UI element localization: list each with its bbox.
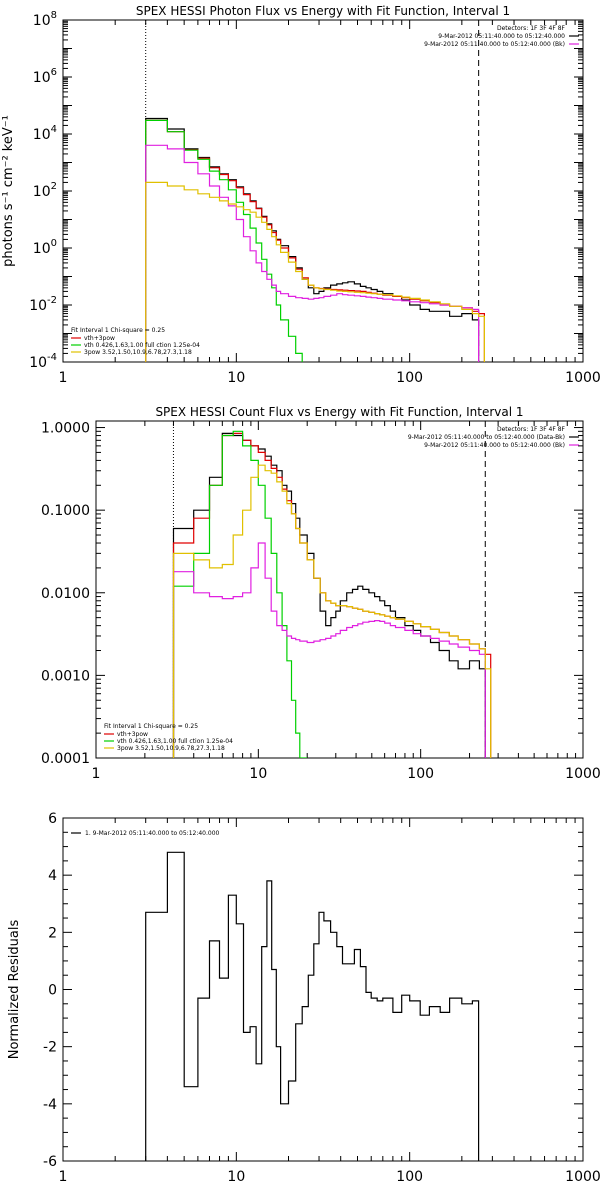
legend-entry: 9-Mar-2012 05:11:40.000 to 05:12:40.000 … <box>424 41 565 48</box>
series-line <box>172 430 308 758</box>
legend-entry: 9-Mar-2012 05:11:40.000 to 05:12:40.000 <box>438 33 565 40</box>
y-tick-label-base: 10 <box>33 184 51 200</box>
panel-3: 1 10 100 1000 -6 -4 -2 0 2 4 6 Normalized Residuals… <box>7 811 600 1185</box>
y-tick-label: 0.0010 <box>41 668 90 684</box>
y-tick-label-base: 10 <box>33 13 51 29</box>
y-axis-label: photons s⁻¹ cm⁻² keV⁻¹ <box>1 115 16 267</box>
x-tick-label: 1 <box>92 766 101 782</box>
fit-legend-header: Fit Interval 1 Chi-square = 0.25 <box>104 723 198 730</box>
series-line <box>145 851 480 1161</box>
x-tick-label: 1000 <box>565 766 600 782</box>
fit-legend-header: Fit Interval 1 Chi-square = 0.25 <box>71 327 165 334</box>
legend-entry: 9-Mar-2012 05:11:40.000 to 05:12:40.000 … <box>424 442 565 449</box>
y-tick-label-base: 10 <box>29 355 47 371</box>
y-tick-label-exponent: -4 <box>47 352 57 363</box>
y-axis-label: Normalized Residuals <box>7 920 22 1060</box>
y-tick-label: 0.0100 <box>41 586 90 602</box>
chart-title: SPEX HESSI Count Flux vs Energy with Fit… <box>155 405 523 419</box>
y-tick-label: 10-4 <box>29 352 57 371</box>
legend-entry: 3pow 3.52,1.50,10.9,6.78,27.3,1.18 <box>117 745 225 752</box>
y-tick-label: 108 <box>33 10 57 29</box>
y-tick-label: 104 <box>33 124 57 143</box>
y-tick-label: 106 <box>33 67 57 86</box>
y-tick-label: 102 <box>33 181 57 200</box>
y-tick-label: 1.0000 <box>41 421 90 437</box>
y-tick-label-exponent: 6 <box>51 67 57 78</box>
y-tick-label-exponent: 4 <box>51 124 57 135</box>
panel-2: 1 10 100 1000 0.0001 0.0010 0.0100 0.1000 1.0000… <box>41 405 600 782</box>
plot-frame <box>62 19 584 363</box>
x-tick-label: 100 <box>396 370 423 386</box>
y-tick-label: 2 <box>48 925 57 941</box>
x-tick-label: 10 <box>227 370 245 386</box>
legend-entry: vth 0.426,1.63,1.00 full ction 1.25e-04 <box>117 738 233 745</box>
series-line <box>172 432 486 758</box>
y-tick-label: 0 <box>48 983 57 999</box>
series-line <box>145 117 480 362</box>
y-tick-label: -2 <box>43 1040 57 1056</box>
y-tick-label-base: 10 <box>29 298 47 314</box>
y-tick-label-base: 10 <box>33 70 51 86</box>
y-tick-label-exponent: 2 <box>51 181 57 192</box>
x-tick-label: 1000 <box>565 370 600 386</box>
legend-entry: 9-Mar-2012 05:11:40.000 to 05:12:40.000 … <box>408 434 565 441</box>
y-tick-label-base: 10 <box>33 127 51 143</box>
series-line <box>145 144 480 362</box>
y-tick-label: 100 <box>33 238 57 257</box>
chart-title: SPEX HESSI Photon Flux vs Energy with Fi… <box>136 4 510 18</box>
y-tick-label: 6 <box>48 811 57 827</box>
y-tick-label: 0.1000 <box>41 503 90 519</box>
legend-entry: 1. 9-Mar-2012 05:11:40.000 to 05:12:40.0… <box>85 830 220 837</box>
y-tick-label: 0.0001 <box>41 751 90 767</box>
legend-entry: vth 0.426,1.63,1.00 full ction 1.25e-04 <box>84 342 200 349</box>
legend-entry: Detectors: 1F 3F 4F 8F <box>497 426 566 433</box>
plot-frame <box>95 420 584 759</box>
plot-frame <box>62 817 584 1162</box>
x-tick-label: 100 <box>407 766 434 782</box>
y-tick-label: -6 <box>43 1154 57 1170</box>
series-line <box>172 464 492 758</box>
series-line <box>145 119 485 362</box>
y-tick-label-exponent: 8 <box>51 10 57 21</box>
x-tick-label: 10 <box>227 1169 245 1185</box>
x-tick-label: 1 <box>59 1169 68 1185</box>
x-tick-label: 10 <box>249 766 267 782</box>
y-tick-label: 10-2 <box>29 295 57 314</box>
x-tick-label: 1 <box>59 370 68 386</box>
series-line <box>145 119 303 362</box>
y-tick-label: 4 <box>48 868 57 884</box>
series-line <box>172 432 492 758</box>
y-tick-label-base: 10 <box>33 241 51 257</box>
y-tick-label-exponent: 0 <box>51 238 57 249</box>
legend-entry: vth+3pow <box>84 335 115 342</box>
legend-entry: Detectors: 1F 3F 4F 8F <box>497 25 566 32</box>
series-line <box>172 542 486 758</box>
series-line <box>145 181 485 362</box>
legend-entry: vth+3pow <box>117 731 148 738</box>
y-tick-label: -4 <box>43 1097 57 1113</box>
y-tick-label-exponent: -2 <box>47 295 57 306</box>
x-tick-label: 1000 <box>565 1169 600 1185</box>
legend-entry: 3pow 3.52,1.50,10.9,6.78,27.3,1.18 <box>84 349 192 356</box>
x-tick-label: 100 <box>396 1169 423 1185</box>
